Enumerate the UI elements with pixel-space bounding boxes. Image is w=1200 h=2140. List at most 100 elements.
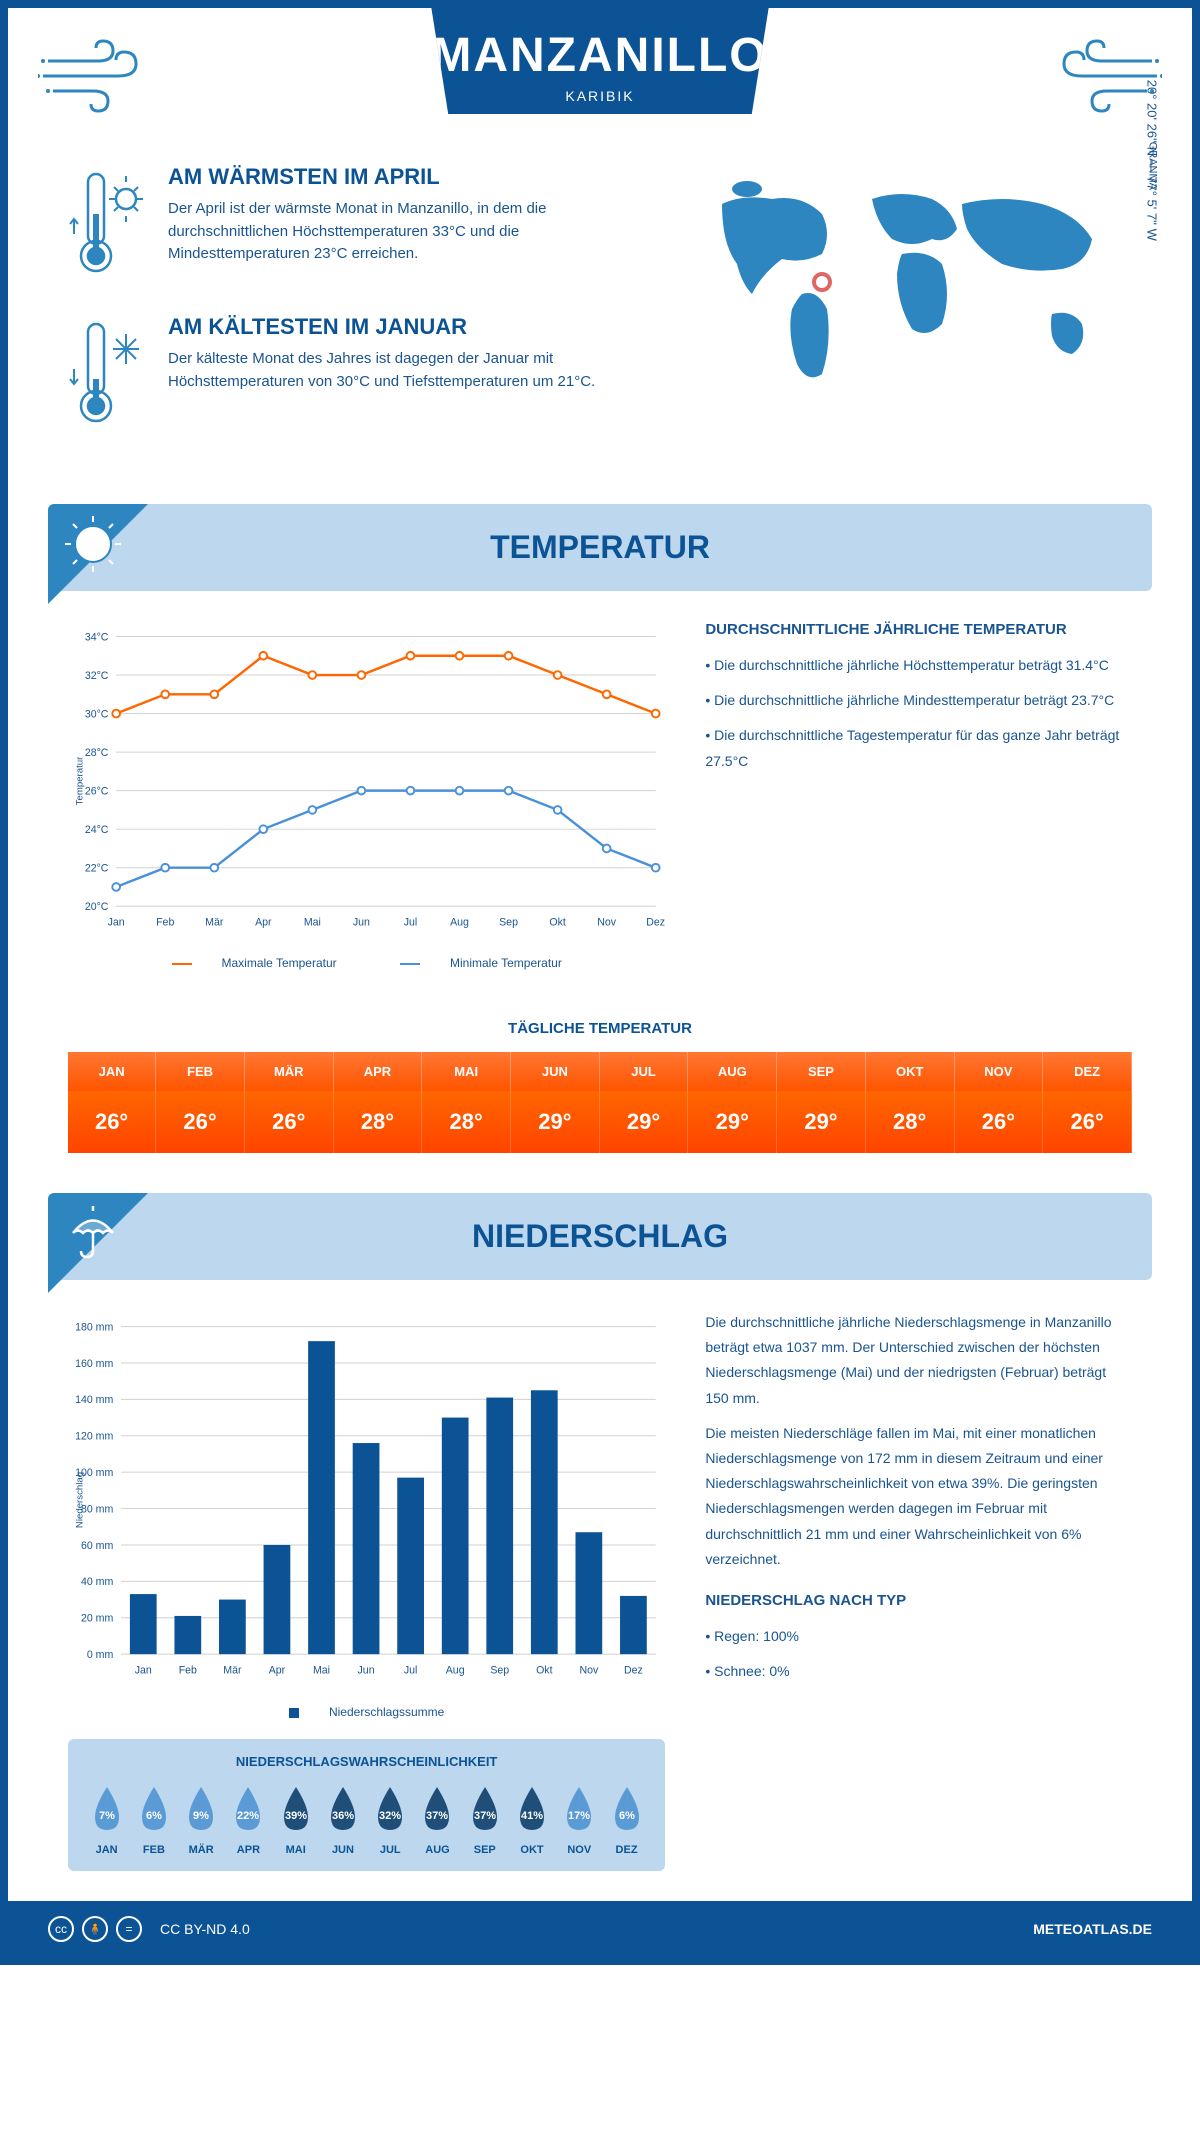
svg-text:40 mm: 40 mm	[81, 1576, 114, 1588]
svg-text:Jan: Jan	[135, 1664, 152, 1676]
svg-text:80 mm: 80 mm	[81, 1503, 114, 1515]
temp-bullet: • Die durchschnittliche Tagestemperatur …	[705, 723, 1132, 773]
svg-text:Sep: Sep	[499, 917, 518, 929]
temp-cell: 29°	[688, 1091, 777, 1153]
temp-cell: 29°	[599, 1091, 688, 1153]
svg-text:Sep: Sep	[490, 1664, 509, 1676]
by-icon: 🧍	[82, 1916, 108, 1942]
svg-text:36%: 36%	[332, 1810, 354, 1822]
svg-text:Feb: Feb	[179, 1664, 197, 1676]
month-header: FEB	[156, 1052, 245, 1091]
probability-drop: 22%APR	[228, 1784, 268, 1856]
footer: cc 🧍 = CC BY-ND 4.0 METEOATLAS.DE	[8, 1901, 1192, 1957]
svg-text:26°C: 26°C	[85, 785, 109, 797]
svg-text:Mai: Mai	[313, 1664, 330, 1676]
daily-temp-title: TÄGLICHE TEMPERATUR	[8, 1020, 1192, 1037]
month-header: AUG	[688, 1052, 777, 1091]
precip-chart-legend: Niederschlagssumme	[68, 1705, 665, 1719]
precip-para2: Die meisten Niederschläge fallen im Mai,…	[705, 1421, 1132, 1572]
header-row: MANZANILLO KARIBIK	[8, 8, 1192, 144]
svg-text:0 mm: 0 mm	[87, 1649, 114, 1661]
probability-drop: 6%DEZ	[607, 1784, 647, 1856]
temp-bullet: • Die durchschnittliche jährliche Mindes…	[705, 688, 1132, 713]
temp-cell: 26°	[954, 1091, 1043, 1153]
svg-text:20°C: 20°C	[85, 901, 109, 913]
month-header: JUL	[599, 1052, 688, 1091]
temp-cell: 28°	[422, 1091, 511, 1153]
svg-text:17%: 17%	[568, 1810, 590, 1822]
svg-text:37%: 37%	[426, 1810, 448, 1822]
location-marker-icon	[812, 272, 832, 292]
warmest-text: Der April ist der wärmste Monat in Manza…	[168, 198, 642, 266]
world-map-icon	[682, 164, 1132, 404]
svg-text:30°C: 30°C	[85, 708, 109, 720]
svg-text:32°C: 32°C	[85, 670, 109, 682]
svg-text:Mai: Mai	[304, 917, 321, 929]
precipitation-banner: NIEDERSCHLAG	[48, 1193, 1152, 1280]
svg-text:Dez: Dez	[624, 1664, 643, 1676]
svg-text:24°C: 24°C	[85, 824, 109, 836]
svg-text:Aug: Aug	[450, 917, 469, 929]
svg-text:28°C: 28°C	[85, 747, 109, 759]
svg-text:120 mm: 120 mm	[75, 1431, 113, 1443]
svg-text:140 mm: 140 mm	[75, 1394, 113, 1406]
month-header: DEZ	[1043, 1052, 1132, 1091]
month-header: JAN	[68, 1052, 156, 1091]
probability-drop: 32%JUL	[370, 1784, 410, 1856]
svg-text:Temperatur: Temperatur	[74, 756, 85, 805]
month-header: MAI	[422, 1052, 511, 1091]
svg-text:Dez: Dez	[646, 917, 665, 929]
license-text: CC BY-ND 4.0	[160, 1921, 250, 1937]
temp-info-heading: DURCHSCHNITTLICHE JÄHRLICHE TEMPERATUR	[705, 621, 1132, 638]
probability-drop: 9%MÄR	[181, 1784, 221, 1856]
probability-drop: 36%JUN	[323, 1784, 363, 1856]
coldest-heading: AM KÄLTESTEN IM JANUAR	[168, 314, 642, 340]
coldest-block: AM KÄLTESTEN IM JANUAR Der kälteste Mona…	[68, 314, 642, 434]
temp-cell: 26°	[156, 1091, 245, 1153]
svg-text:22°C: 22°C	[85, 863, 109, 875]
svg-text:Mär: Mär	[223, 1664, 242, 1676]
wind-icon-left	[38, 36, 158, 116]
temp-cell: 28°	[333, 1091, 422, 1153]
sun-icon	[63, 514, 123, 574]
probability-drop: 37%AUG	[417, 1784, 457, 1856]
warmest-block: AM WÄRMSTEN IM APRIL Der April ist der w…	[68, 164, 642, 284]
svg-text:20 mm: 20 mm	[81, 1613, 114, 1625]
title-banner: MANZANILLO KARIBIK	[431, 8, 768, 114]
temp-cell: 28°	[865, 1091, 954, 1153]
probability-drop: 6%FEB	[134, 1784, 174, 1856]
infographic-container: MANZANILLO KARIBIK	[0, 0, 1200, 1965]
precip-snow: • Schnee: 0%	[705, 1659, 1132, 1684]
temp-cell: 29°	[777, 1091, 866, 1153]
probability-title: NIEDERSCHLAGSWAHRSCHEINLICHKEIT	[83, 1754, 650, 1769]
probability-drop: 17%NOV	[559, 1784, 599, 1856]
temperature-info: DURCHSCHNITTLICHE JÄHRLICHE TEMPERATUR •…	[705, 621, 1132, 970]
city-title: MANZANILLO	[431, 28, 768, 83]
svg-text:Jul: Jul	[404, 917, 418, 929]
svg-text:Nov: Nov	[597, 917, 617, 929]
temperature-chart-section: 20°C22°C24°C26°C28°C30°C32°C34°CJanFebMä…	[8, 591, 1192, 1000]
svg-text:Jun: Jun	[353, 917, 370, 929]
temperature-banner: TEMPERATUR	[48, 504, 1152, 591]
temperature-heading: TEMPERATUR	[73, 529, 1127, 566]
thermometer-cold-icon	[68, 314, 148, 434]
svg-text:Jul: Jul	[404, 1664, 418, 1676]
svg-text:Aug: Aug	[446, 1664, 465, 1676]
svg-text:6%: 6%	[619, 1810, 635, 1822]
license-block: cc 🧍 = CC BY-ND 4.0	[48, 1916, 250, 1942]
temp-cell: 26°	[244, 1091, 333, 1153]
precip-rain: • Regen: 100%	[705, 1624, 1132, 1649]
umbrella-icon	[63, 1203, 123, 1263]
svg-text:6%: 6%	[146, 1810, 162, 1822]
svg-text:7%: 7%	[99, 1810, 115, 1822]
svg-text:Feb: Feb	[156, 917, 174, 929]
site-name: METEOATLAS.DE	[1033, 1921, 1152, 1937]
svg-text:Okt: Okt	[536, 1664, 553, 1676]
temp-bullet: • Die durchschnittliche jährliche Höchst…	[705, 653, 1132, 678]
svg-text:Jan: Jan	[108, 917, 125, 929]
precipitation-info: Die durchschnittliche jährliche Niedersc…	[705, 1310, 1132, 1871]
daily-temp-table: JANFEBMÄRAPRMAIJUNJULAUGSEPOKTNOVDEZ26°2…	[68, 1052, 1132, 1153]
month-header: OKT	[865, 1052, 954, 1091]
month-header: SEP	[777, 1052, 866, 1091]
temp-cell: 26°	[68, 1091, 156, 1153]
